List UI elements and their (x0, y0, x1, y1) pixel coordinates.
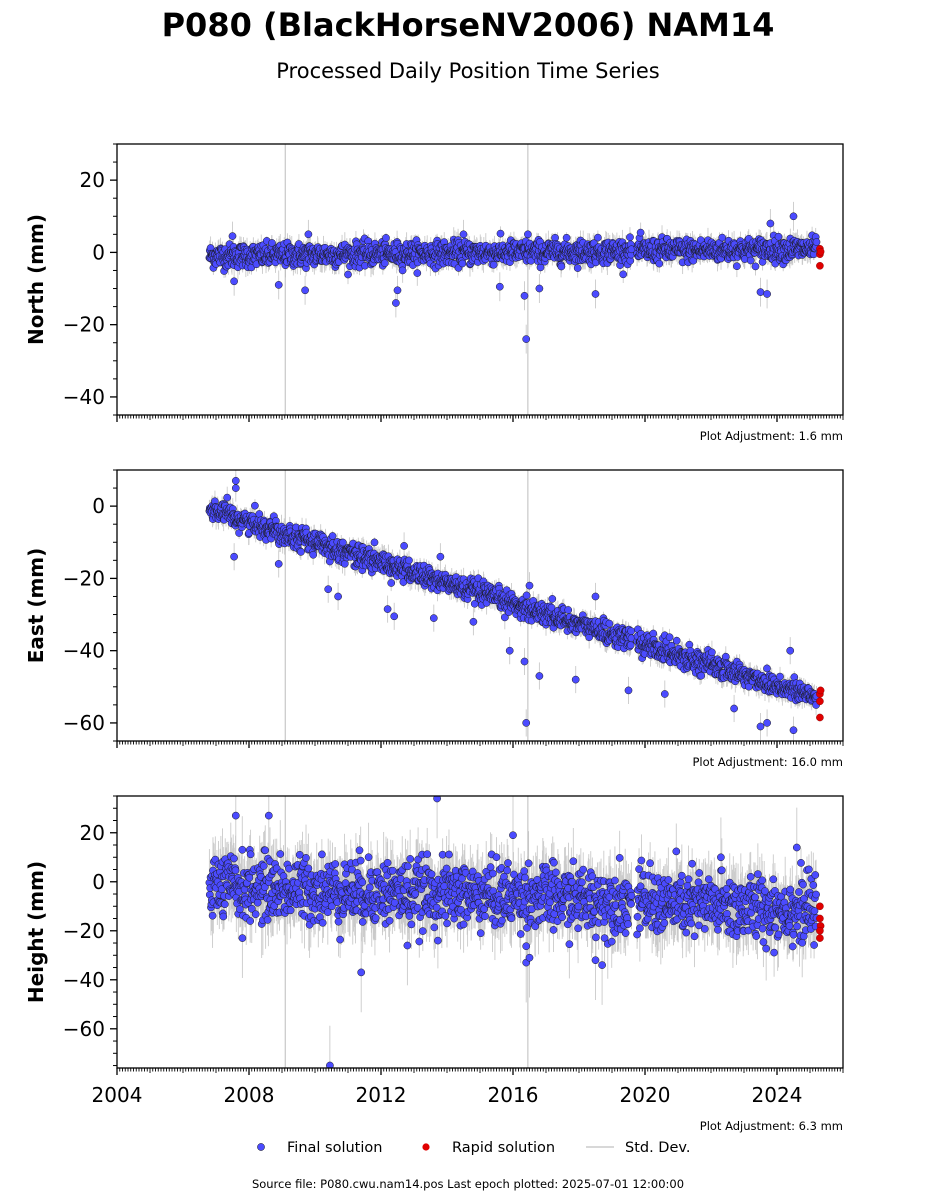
final-point-outlier (763, 290, 771, 298)
final-point-outlier (766, 219, 775, 228)
plot-area (205, 470, 825, 741)
final-point (733, 262, 741, 271)
final-point (594, 233, 602, 242)
final-point (812, 238, 821, 246)
final-point-outlier (789, 212, 798, 221)
std-dev-bars (208, 201, 817, 354)
final-point-outlier (228, 232, 237, 240)
y-tick-label: −40 (63, 385, 105, 409)
final-point-outlier (393, 286, 402, 295)
final-point-outlier (304, 230, 313, 239)
final-point (413, 269, 422, 277)
final-point-outlier (522, 335, 531, 343)
final-point (562, 233, 571, 242)
rapid-solution-points (816, 244, 825, 270)
figure-subtitle: Processed Daily Position Time Series (276, 59, 660, 83)
final-point-outlier (524, 230, 532, 239)
final-point (626, 233, 634, 242)
y-tick-label: 0 (92, 240, 105, 264)
y-tick-label: −20 (63, 313, 105, 337)
final-point (557, 262, 566, 271)
final-point (751, 262, 760, 271)
final-point (268, 239, 276, 247)
panels: 20 0 −20 −40 North (mm) Plot Adjustment: 1.6 … (24, 143, 844, 1133)
final-point-outlier (230, 277, 238, 286)
figure-title: P080 (BlackHorseNV2006) NAM14 (162, 6, 775, 44)
plot-area (205, 144, 825, 415)
rapid-point (816, 247, 825, 256)
final-point (496, 229, 505, 238)
final-point (718, 233, 727, 242)
final-point (573, 264, 582, 272)
final-point-outlier (495, 282, 504, 291)
final-solution-points (205, 476, 821, 735)
final-point (344, 270, 352, 279)
y-axis: 20 0 −20 −40 (63, 143, 117, 416)
final-point (458, 259, 467, 268)
plot-adjustment-note: Plot Adjustment: 1.6 mm (700, 429, 843, 443)
final-point (398, 266, 407, 275)
final-point (619, 270, 628, 279)
final-point (489, 260, 498, 269)
x-axis (116, 415, 844, 422)
y-axis-label: North (mm) (24, 214, 48, 345)
final-point (382, 234, 390, 242)
final-point (746, 256, 755, 265)
final-point-outlier (756, 288, 765, 296)
y-tick-label: 20 (80, 168, 105, 192)
final-point (380, 259, 389, 268)
panel-north: 20 0 −20 −40 North (mm) Plot Adjustment: 1.6 … (24, 143, 844, 443)
final-point-outlier (301, 286, 309, 295)
final-point (223, 493, 232, 502)
final-point (774, 232, 783, 241)
axes-frame (116, 143, 844, 416)
rapid-point (816, 261, 824, 270)
final-point-outlier (520, 291, 529, 300)
final-point-outlier (459, 230, 468, 239)
final-point (636, 228, 645, 237)
final-point (655, 259, 664, 268)
final-point-outlier (274, 281, 283, 289)
final-point-outlier (392, 299, 400, 307)
final-point-outlier (535, 284, 544, 293)
final-point-outlier (591, 290, 600, 298)
final-solution-points (205, 212, 821, 343)
